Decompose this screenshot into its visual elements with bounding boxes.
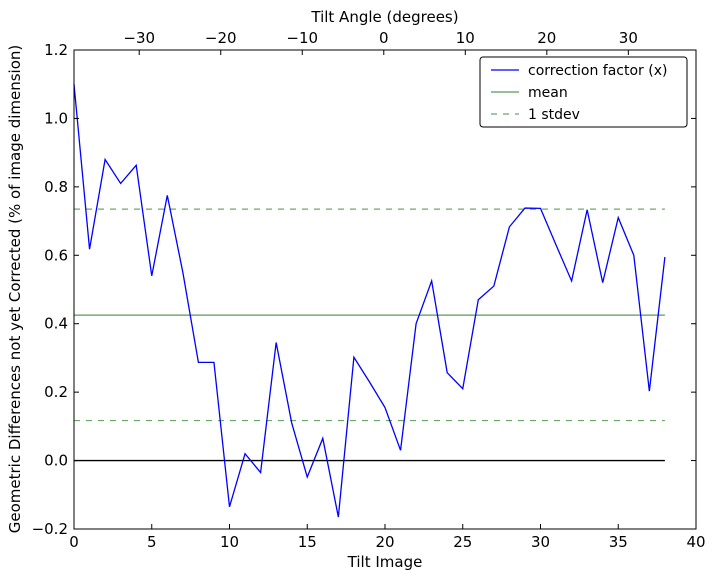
top-x-tick-label: 10 xyxy=(456,29,475,47)
legend: correction factor (x) mean 1 stdev xyxy=(479,56,688,128)
y-tick-label: 0.6 xyxy=(44,246,68,264)
x-tick-label: 5 xyxy=(147,533,157,551)
correction-factor-line xyxy=(73,84,666,518)
top-x-tick-label: 30 xyxy=(619,29,638,47)
top-x-tick-label: −20 xyxy=(205,29,237,47)
top-x-tick-label: −10 xyxy=(286,29,318,47)
x-tick-label: 10 xyxy=(220,533,239,551)
y-tick-label: 0.4 xyxy=(44,315,68,333)
y-tick-label: 0.2 xyxy=(44,383,68,401)
x-axis-label: Tilt Image xyxy=(347,553,423,571)
y-tick-label: 1.0 xyxy=(44,109,68,127)
x-tick-label: 20 xyxy=(375,533,394,551)
x-tick-label: 25 xyxy=(453,533,472,551)
legend-box xyxy=(479,56,688,128)
y-axis-label: Geometric Differences not yet Corrected … xyxy=(6,45,24,534)
y-tick-label: 0.8 xyxy=(44,178,68,196)
legend-label-mean: mean xyxy=(528,85,568,101)
plot-frame xyxy=(73,49,697,530)
x-tick-label: 0 xyxy=(69,533,79,551)
x-tick-label: 35 xyxy=(609,533,628,551)
x-tick-label: 15 xyxy=(298,533,317,551)
legend-label-correction: correction factor (x) xyxy=(528,63,667,79)
x-tick-label: 30 xyxy=(531,533,550,551)
top-x-axis-label: Tilt Angle (degrees) xyxy=(310,8,458,26)
y-tick-label: 1.2 xyxy=(44,41,68,59)
y-tick-label: 0.0 xyxy=(44,452,68,470)
top-x-tick-label: 20 xyxy=(537,29,556,47)
x-tick-label: 40 xyxy=(686,533,705,551)
top-x-tick-label: −30 xyxy=(123,29,155,47)
y-tick-label: −0.2 xyxy=(32,520,68,538)
legend-label-stdev: 1 stdev xyxy=(528,107,580,123)
top-x-tick-label: 0 xyxy=(379,29,389,47)
